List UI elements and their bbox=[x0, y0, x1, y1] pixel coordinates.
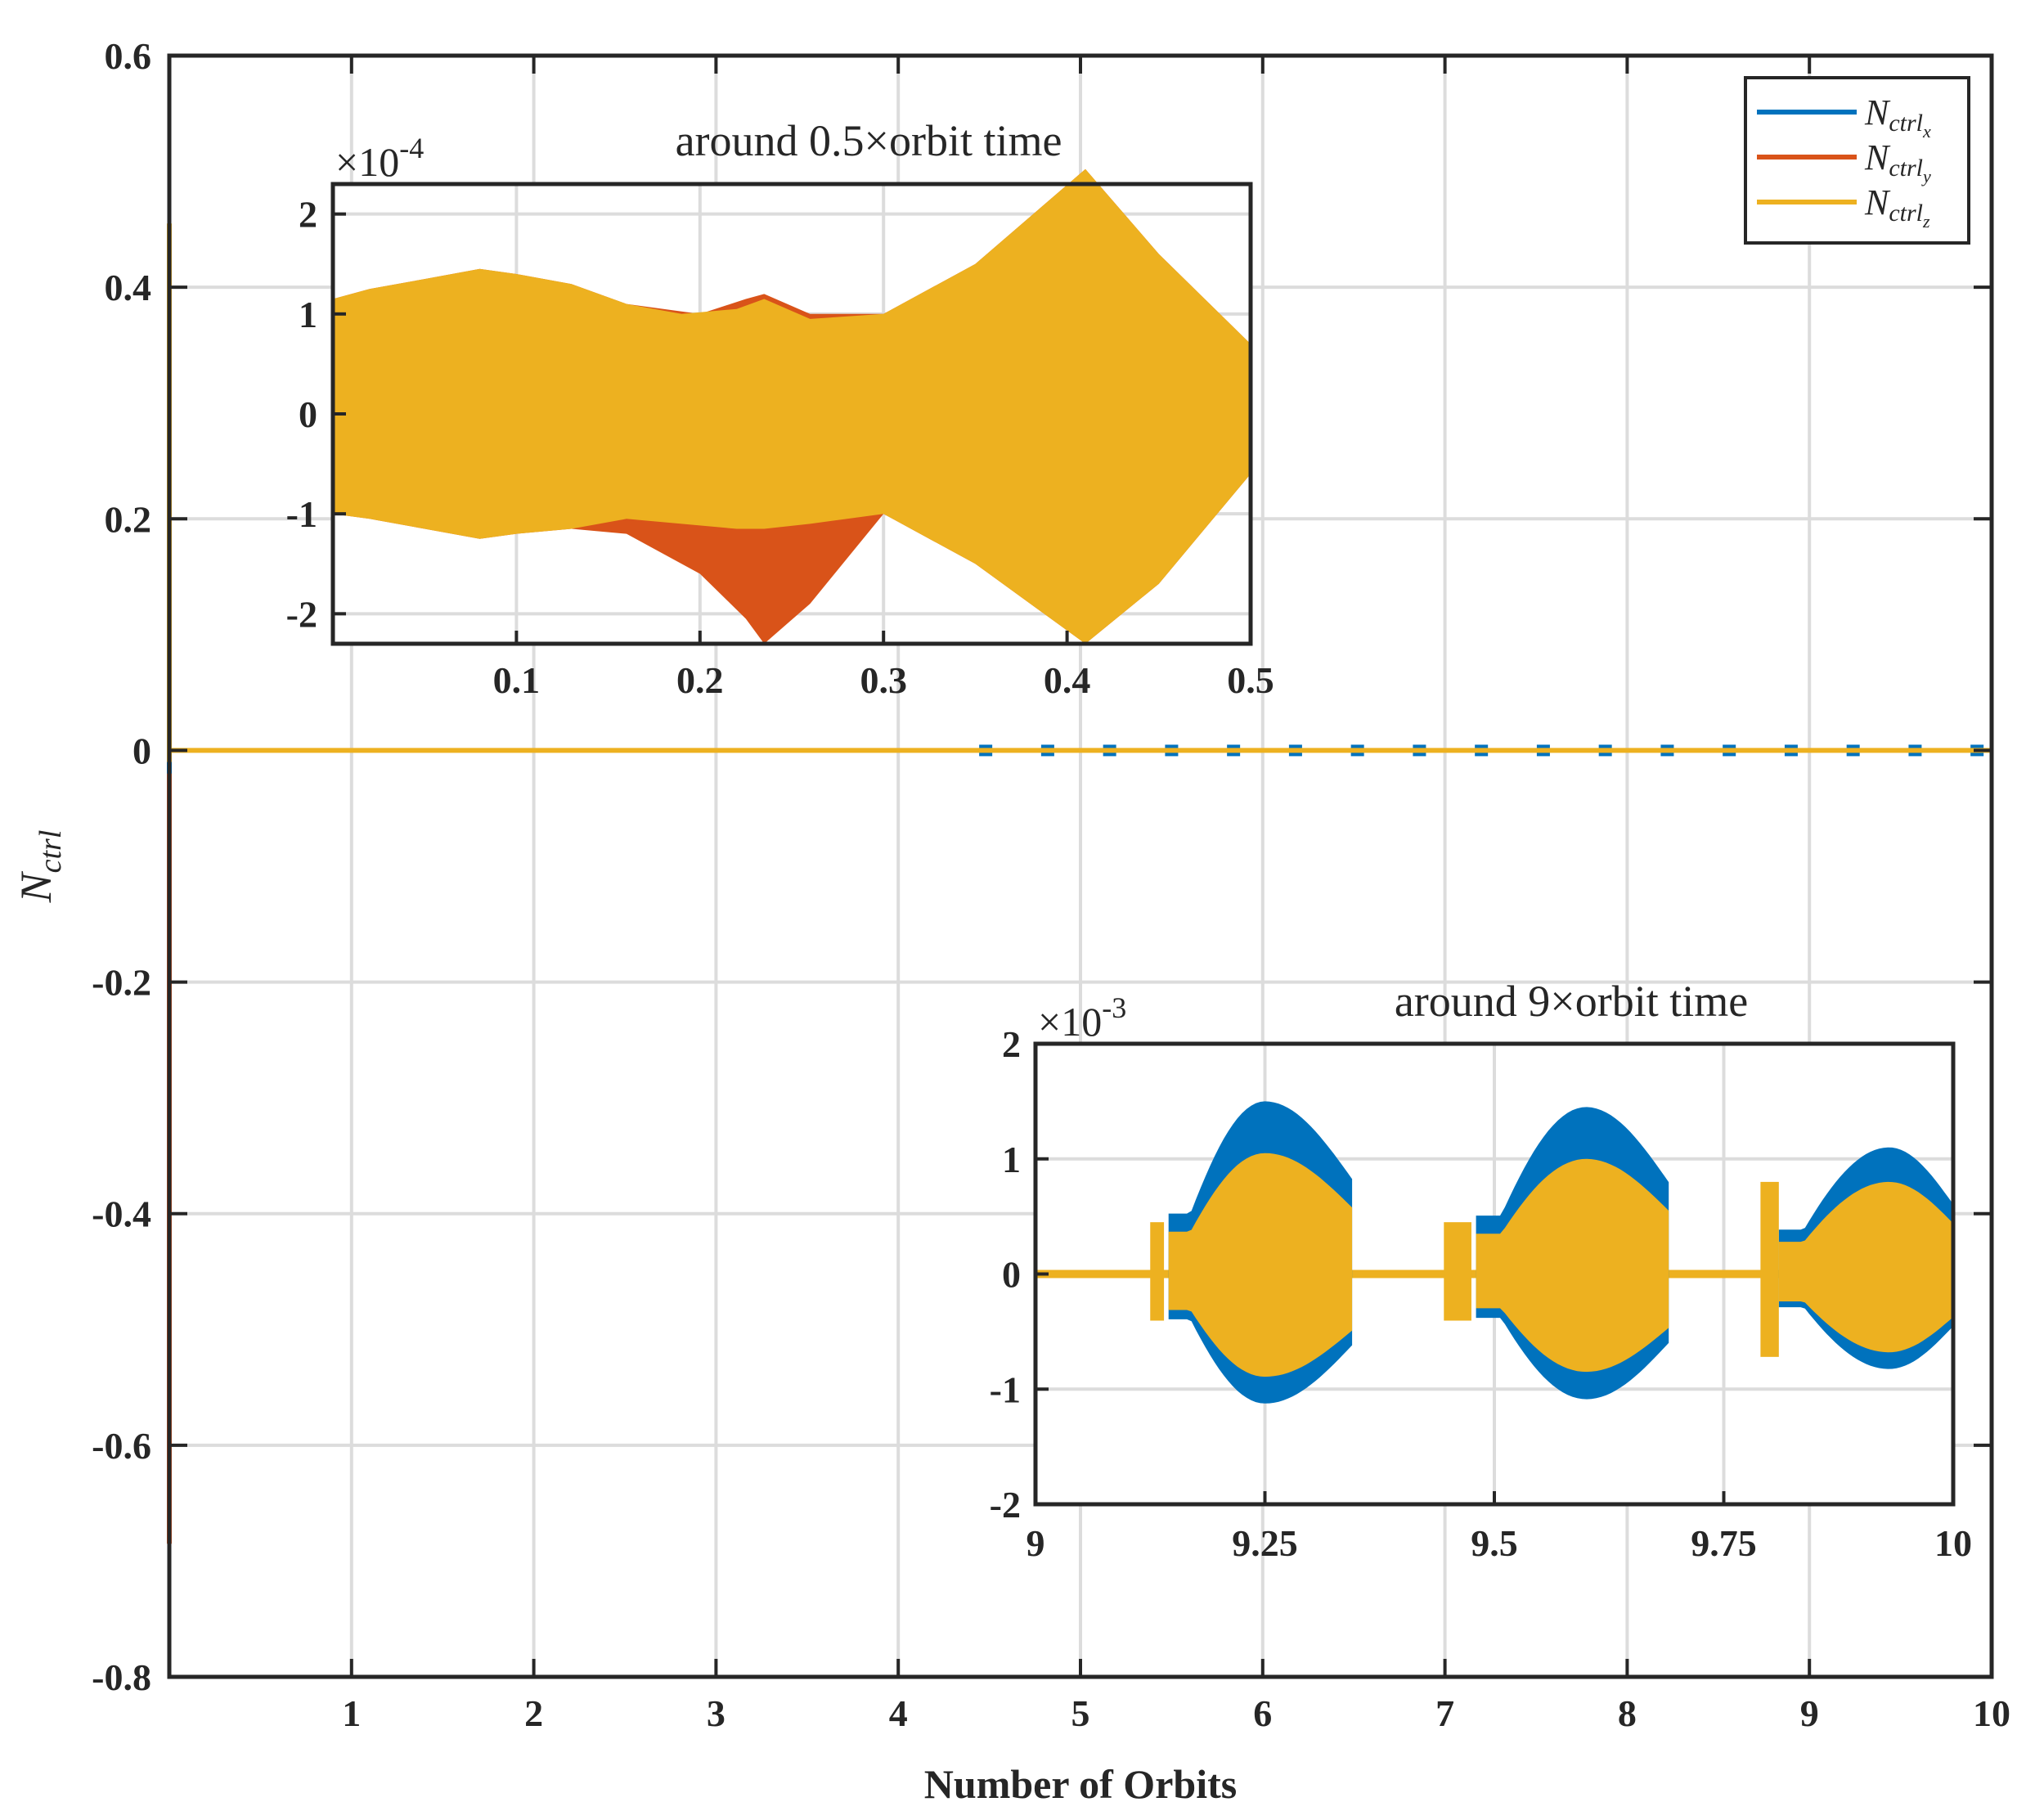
main-x-tick-label: 1 bbox=[342, 1692, 361, 1734]
main-x-tick-label: 8 bbox=[1618, 1692, 1637, 1734]
legend-label-y: Nctrly bbox=[1864, 137, 1931, 186]
inset-late-series-z-burst bbox=[1778, 1181, 1953, 1353]
inset-early-ticks: 0.1 0.2 0.3 0.4 0.5 -2 -1 0 1 2 bbox=[286, 194, 1274, 701]
inset-early-x-tick-label: 0.4 bbox=[1044, 659, 1091, 701]
inset-early-x-tick-label: 0.1 bbox=[493, 659, 541, 701]
main-y-tick-label: 0 bbox=[133, 730, 151, 771]
main-x-tick-label: 2 bbox=[524, 1692, 543, 1734]
inset-early-y-tick-label: -2 bbox=[286, 593, 317, 635]
y-axis-label: Nctrl bbox=[11, 830, 68, 904]
inset-early-series-z-envelope bbox=[333, 169, 1251, 644]
inset-early-exponent: ×10-4 bbox=[335, 132, 424, 185]
inset-early-series bbox=[333, 169, 1251, 644]
main-x-tick-label: 6 bbox=[1253, 1692, 1272, 1734]
main-y-tick-label: -0.2 bbox=[92, 962, 151, 1004]
inset-late-x-tick-label: 9.75 bbox=[1691, 1522, 1757, 1564]
inset-early-y-tick-label: -1 bbox=[286, 493, 317, 535]
main-x-tick-label: 5 bbox=[1071, 1692, 1090, 1734]
legend-label-x: Nctrlx bbox=[1864, 92, 1931, 142]
inset-early: 0.1 0.2 0.3 0.4 0.5 -2 -1 0 1 2 around 0.5×orbit … bbox=[286, 116, 1274, 701]
inset-late-series-z-burst bbox=[1476, 1158, 1669, 1373]
main-x-tick-label: 10 bbox=[1973, 1692, 2010, 1734]
inset-late-series-z-blip bbox=[1444, 1222, 1471, 1321]
inset-late-y-tick-label: -1 bbox=[990, 1368, 1021, 1410]
inset-late-y-tick-label: -2 bbox=[990, 1484, 1021, 1526]
inset-early-x-tick-label: 0.3 bbox=[860, 659, 907, 701]
main-y-tick-label: -0.4 bbox=[92, 1193, 151, 1235]
inset-late-title: around 9×orbit time bbox=[1395, 977, 1748, 1026]
main-x-tick-label: 7 bbox=[1435, 1692, 1454, 1734]
inset-early-y-tick-label: 0 bbox=[299, 393, 317, 435]
inset-late-ticks: 9 9.25 9.5 9.75 10 -2 -1 0 1 2 bbox=[990, 1023, 1972, 1564]
inset-late-series-z-blip bbox=[1760, 1181, 1779, 1357]
main-x-tick-label: 4 bbox=[889, 1692, 908, 1734]
inset-late-x-tick-label: 9.5 bbox=[1471, 1522, 1518, 1564]
main-y-tick-label: -0.8 bbox=[92, 1656, 151, 1698]
inset-late-y-tick-label: 1 bbox=[1002, 1139, 1021, 1180]
main-y-tick-label: 0.6 bbox=[105, 35, 152, 77]
main-y-tick-label: -0.6 bbox=[92, 1425, 151, 1467]
inset-early-title: around 0.5×orbit time bbox=[676, 116, 1062, 165]
inset-late: 9 9.25 9.5 9.75 10 -2 -1 0 1 2 around 9×orbit tim… bbox=[990, 977, 1972, 1564]
inset-late-series-z-blip bbox=[1150, 1222, 1165, 1321]
inset-late-series-z-burst bbox=[1168, 1153, 1353, 1377]
legend-label-z: Nctrlz bbox=[1864, 182, 1930, 231]
main-x-tick-label: 3 bbox=[707, 1692, 726, 1734]
inset-late-exponent: ×10-3 bbox=[1038, 991, 1126, 1045]
x-axis-label: Number of Orbits bbox=[924, 1761, 1237, 1807]
inset-late-x-tick-label: 10 bbox=[1934, 1522, 1972, 1564]
legend-box bbox=[1744, 76, 1970, 245]
inset-late-y-tick-label: 0 bbox=[1002, 1254, 1021, 1296]
inset-late-series bbox=[1035, 1101, 1953, 1404]
inset-early-x-tick-label: 0.5 bbox=[1227, 659, 1274, 701]
inset-late-y-tick-label: 2 bbox=[1002, 1023, 1021, 1065]
main-y-tick-label: 0.2 bbox=[105, 498, 152, 540]
inset-late-x-tick-label: 9.25 bbox=[1232, 1522, 1298, 1564]
inset-early-y-tick-label: 2 bbox=[299, 194, 317, 236]
main-ticks: 1 2 3 4 5 6 7 8 9 10-0.8-0.6-0.4-0.200.20.40.6 bbox=[92, 35, 2010, 1734]
main-y-tick-label: 0.4 bbox=[105, 267, 152, 308]
inset-early-y-tick-label: 1 bbox=[299, 294, 317, 335]
inset-late-x-tick-label: 9 bbox=[1026, 1522, 1045, 1564]
inset-early-x-tick-label: 0.2 bbox=[676, 659, 724, 701]
main-x-tick-label: 9 bbox=[1800, 1692, 1819, 1734]
